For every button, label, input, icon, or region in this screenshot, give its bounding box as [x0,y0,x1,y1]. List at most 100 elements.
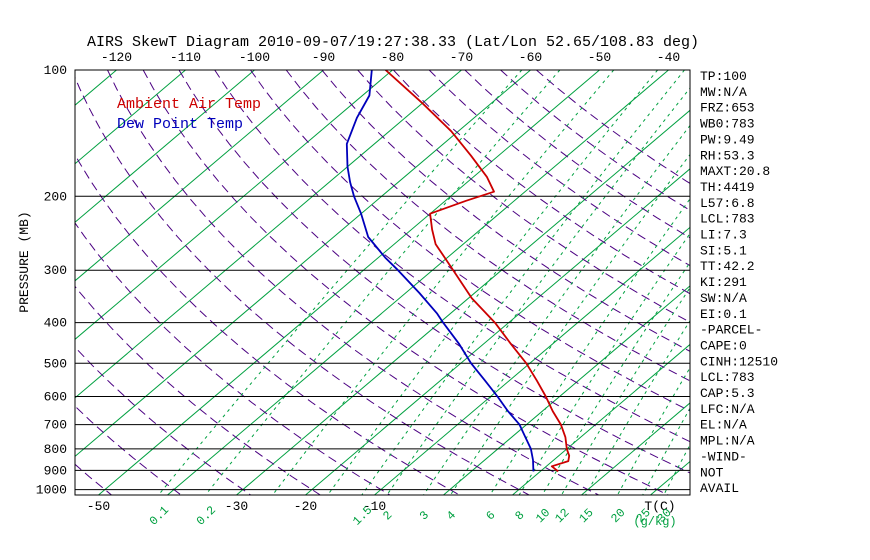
dry-adiabat-line [75,222,391,495]
profile-curves [345,70,571,473]
index-line: TH:4419 [700,180,755,195]
index-line: NOT [700,465,724,480]
isotherm-line [374,226,690,495]
plot-frame [74,69,691,496]
index-line: LCL:783 [700,370,755,385]
mixing-ratio-line [423,124,690,495]
dry-adiabat-line [428,70,690,267]
pressure-tick-label: 300 [44,263,67,278]
top-temp-tick-label: -100 [239,50,270,65]
index-line: CAP:5.3 [700,386,755,401]
index-line: KI:291 [700,275,747,290]
top-temp-tick-label: -70 [450,50,473,65]
legend-ambient-air-temp: Ambient Air Temp [117,96,261,113]
bottom-temp-tick-label: -20 [294,499,317,514]
bottom-temp-axis-labels: -50 -30 -20 -10 [87,499,386,514]
mixing-ratio-line [327,70,658,495]
index-line: CAPE:0 [700,338,747,353]
isotherm-line [98,70,600,495]
index-line: -WIND- [700,449,747,464]
top-temp-tick-label: -120 [101,50,132,65]
isotherm-line [167,70,669,495]
mixing-ratio-line [541,261,690,495]
top-temp-tick-label: -110 [170,50,201,65]
index-line: EI:0.1 [700,307,747,322]
index-line: -PARCEL- [700,323,762,338]
index-line: AVAIL [700,481,739,496]
bottom-temp-tick-label: -10 [363,499,386,514]
dry-adiabat-line [536,70,690,184]
dry-adiabat-line [321,70,690,352]
index-line: LI:7.3 [700,228,747,243]
mixing-ratio-tick-label: 3 [417,508,432,523]
indices-panel: TP:100MW:N/AFRZ:653WB0:783PW:9.49RH:53.3… [700,69,778,496]
isotherm-line [75,70,462,399]
dry-adiabat-line [464,70,690,239]
pressure-tick-label: 900 [44,463,67,478]
isotherm-line [789,70,870,495]
pressure-tick-label: 100 [44,63,67,78]
index-line: MAXT:20.8 [700,164,770,179]
mixing-ratio-line [518,232,690,495]
bottom-temp-tick-label: -30 [225,499,248,514]
isotherm-line [75,70,393,340]
isotherm-line [75,70,324,282]
index-line: CINH:12510 [700,354,778,369]
legend-dew-point-temp: Dew Point Temp [117,116,243,133]
mixing-ratio-tick-label: 6 [483,508,498,523]
mixing-ratio-labels: 0.1 0.2 1.5 2 3 4 6 8 10 12 15 20 25 30 [147,503,675,528]
dry-adiabat-line [285,70,690,382]
isotherm-line [75,70,255,223]
mixing-ratio-line [158,70,523,495]
pressure-tick-label: 800 [44,442,67,457]
mixing-ratio-line [386,87,690,495]
dry-adiabat-line [357,70,690,323]
index-line: TP:100 [700,69,747,84]
ambient-air-temp-curve [384,70,571,473]
isotherm-line [75,70,186,165]
pressure-tick-label: 500 [44,356,67,371]
dew-point-temp-curve [345,70,535,472]
top-temp-tick-label: -40 [657,50,680,65]
pressure-tick-label: 400 [44,316,67,331]
top-temp-tick-label: -80 [381,50,404,65]
mixing-ratio-tick-label: 20 [608,506,628,526]
index-line: WB0:783 [700,117,755,132]
isotherm-line [236,109,690,495]
top-temp-tick-label: -60 [519,50,542,65]
isotherm-line [75,70,531,458]
mixing-ratio-tick-label: 10 [533,506,553,526]
index-line: MW:N/A [700,85,747,100]
index-line: FRZ:653 [700,101,755,116]
isotherm-line [650,460,690,495]
index-line: PW:9.49 [700,132,755,147]
mixing-ratio-tick-label: 12 [552,506,572,526]
bottom-temp-tick-label: -50 [87,499,110,514]
mixing-ratio-line [663,443,690,495]
mixing-ratio-tick-label: 8 [512,508,527,523]
top-temp-tick-label: -90 [312,50,335,65]
mixing-ratio-tick-label: 4 [444,508,459,523]
index-line: EL:N/A [700,418,747,433]
pressure-tick-label: 1000 [36,483,67,498]
index-line: LCL:783 [700,212,755,227]
mixing-ratio-tick-label: 0.1 [147,503,172,528]
index-line: MPL:N/A [700,434,755,449]
dry-adiabat-line [75,346,251,495]
mixing-ratio-tick-label: 15 [576,506,596,526]
mixing-ratio-tick-label: 2 [380,508,395,523]
pressure-axis-tick-labels: 100 200 300 400 500 600 700 800 900 1000 [36,63,67,498]
pressure-axis-label: PRESSURE (MB) [17,211,32,312]
dry-adiabat-line [214,70,690,443]
pressure-tick-label: 600 [44,390,67,405]
mixing-ratio-grid [158,70,690,495]
chart-title: AIRS SkewT Diagram 2010-09-07/19:27:38.3… [87,34,699,51]
isotherm-line [512,343,690,495]
top-temp-tick-label: -50 [588,50,611,65]
top-temp-axis-labels: -120 -110 -100 -90 -80 -70 -60 -50 -40 [101,50,680,65]
index-line: LFC:N/A [700,402,755,417]
index-line: TT:42.2 [700,259,755,274]
mixing-ratio-line [205,70,561,495]
